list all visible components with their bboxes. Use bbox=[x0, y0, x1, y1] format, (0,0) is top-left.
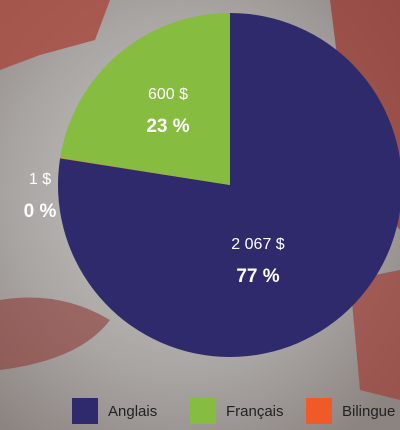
legend-label: Bilingue bbox=[342, 403, 395, 420]
legend-label: Français bbox=[226, 403, 284, 420]
value-label: 2 067 $ bbox=[231, 236, 284, 253]
legend-swatch bbox=[306, 398, 332, 424]
value-label: 600 $ bbox=[148, 86, 188, 103]
legend-swatch bbox=[190, 398, 216, 424]
legend-swatch bbox=[72, 398, 98, 424]
percent-label: 77 % bbox=[236, 266, 279, 287]
percent-label: 0 % bbox=[24, 201, 57, 222]
value-label: 1 $ bbox=[29, 171, 51, 188]
percent-label: 23 % bbox=[146, 116, 189, 137]
legend-label: Anglais bbox=[108, 403, 157, 420]
pie bbox=[58, 13, 400, 357]
chart: 2 067 $ 77 % 600 $ 23 % 1 $ 0 % Anglais França… bbox=[0, 0, 400, 430]
